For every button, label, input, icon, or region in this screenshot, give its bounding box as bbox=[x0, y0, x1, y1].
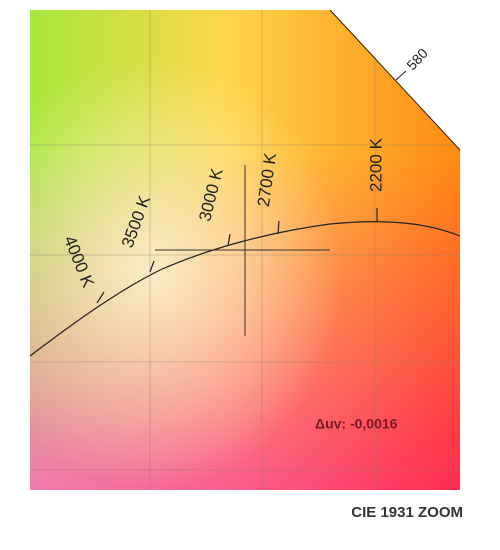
crosshair bbox=[155, 165, 330, 336]
title: CIE 1931 ZOOM bbox=[351, 504, 463, 521]
spectral-locus bbox=[329, 9, 461, 151]
plot: 580 4000 K 3500 K 3000 K 2700 K 2200 K Δ… bbox=[29, 9, 461, 490]
cct-label: 2200 K bbox=[366, 137, 385, 192]
planckian-locus bbox=[29, 221, 461, 357]
wavelength-tick bbox=[395, 70, 407, 81]
cct-ticks bbox=[96, 208, 378, 304]
duv-value: Δuv: -0,0016 bbox=[315, 416, 398, 432]
